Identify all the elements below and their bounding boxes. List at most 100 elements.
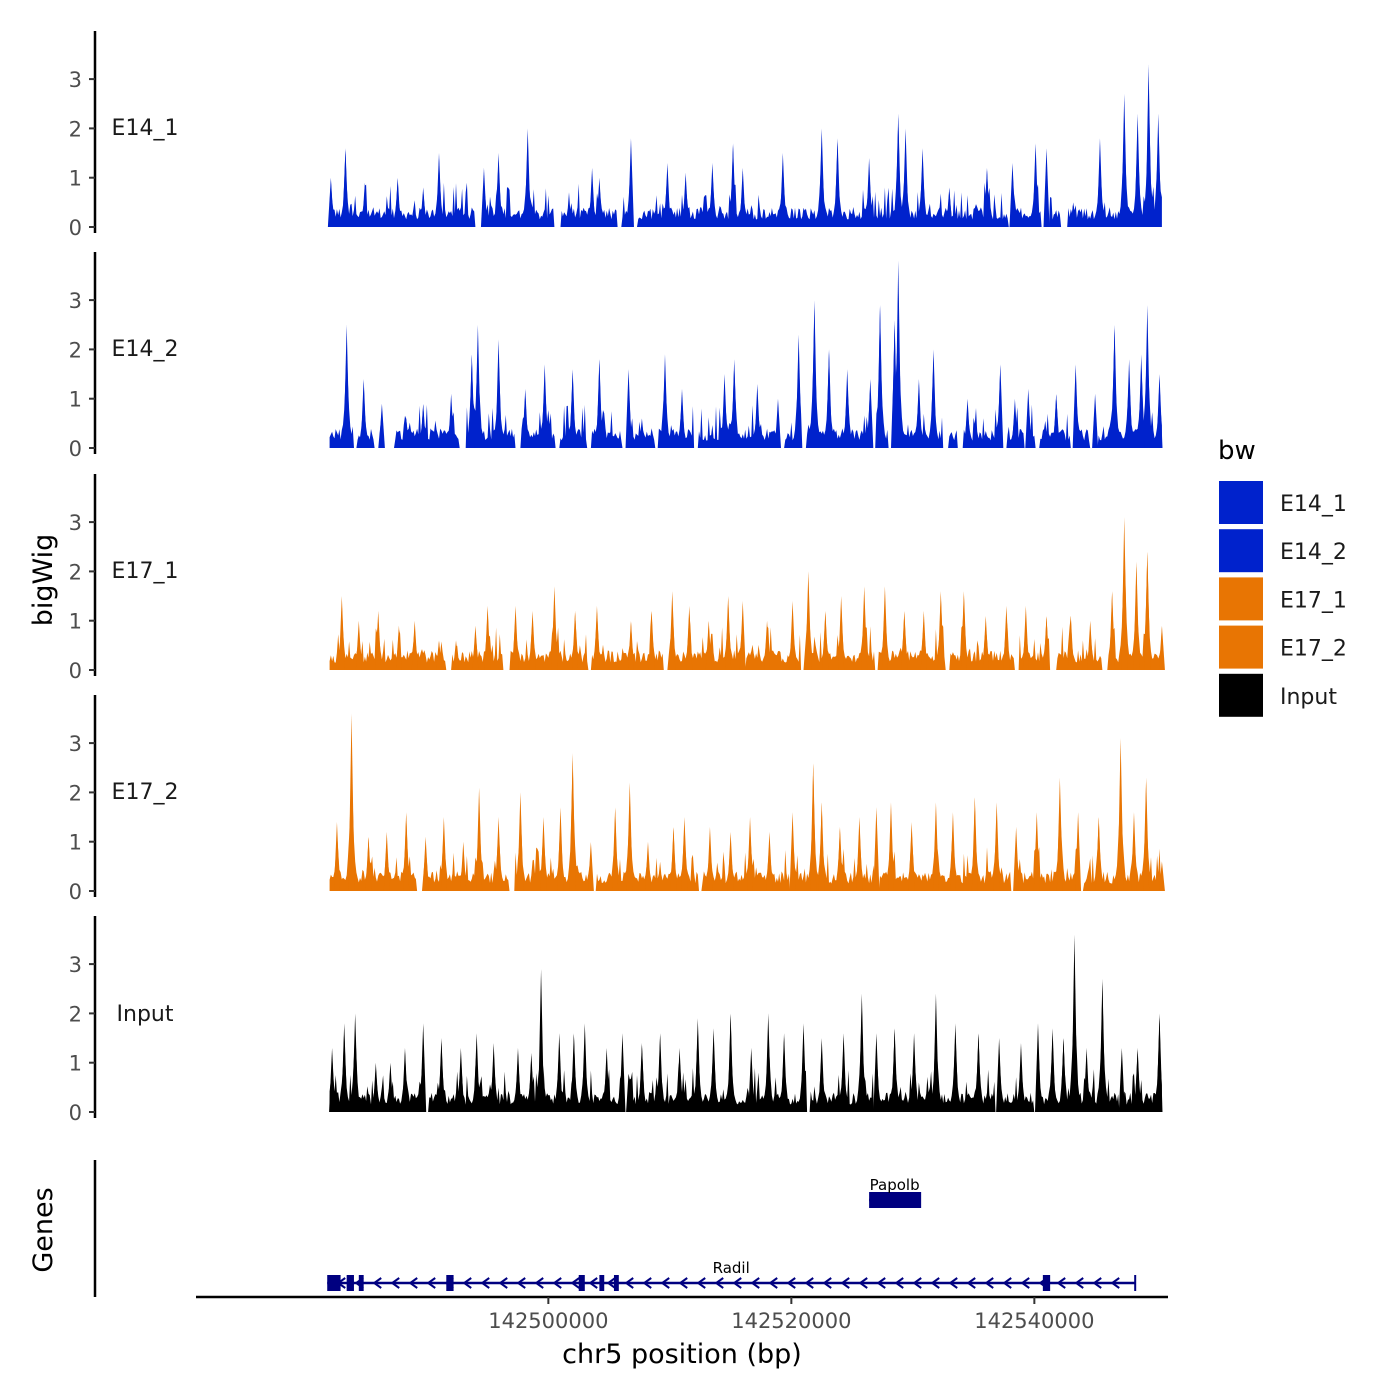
signal-peak — [627, 620, 634, 670]
signal-peak — [971, 797, 978, 891]
legend-label: E14_1 — [1280, 492, 1347, 517]
signal-peak — [739, 167, 746, 227]
signal-peak — [1121, 517, 1128, 670]
signal-peak — [983, 167, 990, 227]
signal-peak — [1003, 605, 1010, 670]
signal-peak — [676, 1047, 683, 1112]
signal-peak — [403, 418, 410, 448]
gene-papolb: Papolb — [869, 1176, 922, 1208]
signal-area — [329, 545, 1162, 670]
signal-peak — [866, 157, 873, 227]
tracks-panel: 0 1 2 3 E14_1 0 1 2 3 E14_2 0 1 2 3 E17_1 0 1 2 3 E17_2 0 1 2 3… — [69, 31, 1165, 1125]
signal-peak — [420, 187, 427, 227]
signal-peak — [329, 1047, 336, 1112]
signal-peak — [1013, 826, 1020, 891]
signal-peak — [1095, 817, 1102, 891]
signal-peak — [626, 782, 633, 891]
signal-peak — [1034, 1023, 1041, 1112]
signal-peak — [420, 403, 427, 448]
signal-peak — [438, 1038, 445, 1112]
signal-peak — [378, 403, 385, 448]
strand-arrow — [606, 1277, 616, 1289]
legend-label: E17_2 — [1280, 637, 1347, 662]
strand-arrow — [732, 1277, 742, 1289]
signal-peak — [681, 817, 688, 891]
signal-peak — [460, 841, 467, 891]
signal-peak — [1075, 812, 1082, 891]
signal-peak — [766, 831, 773, 891]
signal-peak — [997, 364, 1004, 448]
signal-peak — [800, 1023, 807, 1112]
strand-arrow — [948, 1277, 958, 1289]
strand-arrow — [642, 1277, 652, 1289]
strand-arrow — [624, 1277, 634, 1289]
signal-peak — [836, 826, 843, 891]
signal-peak — [473, 1033, 480, 1112]
signal-peak — [1099, 978, 1106, 1112]
signal-peak — [911, 1033, 918, 1112]
signal-peak — [895, 113, 902, 227]
signal-peak — [895, 260, 902, 448]
signal-peak — [372, 1062, 379, 1112]
signal-peak — [587, 841, 594, 891]
signal-peak — [805, 571, 812, 670]
x-tick-label: 142500000 — [488, 1309, 608, 1333]
x-tick-label: 142520000 — [731, 1309, 851, 1333]
signal-peak — [669, 591, 676, 670]
legend-label: E14_2 — [1280, 540, 1347, 565]
exon — [346, 1275, 354, 1291]
strand-arrow — [714, 1277, 724, 1289]
signal-peak — [453, 640, 460, 670]
signal-peak — [810, 762, 817, 891]
exon — [613, 1275, 619, 1291]
signal-peak — [937, 591, 944, 670]
strand-arrow — [498, 1277, 508, 1289]
signal-peak — [644, 841, 651, 891]
signal-peak — [529, 610, 536, 670]
signal-peak — [387, 1062, 394, 1112]
signal-peak — [422, 836, 429, 891]
signal-peak — [1067, 615, 1074, 670]
strand-arrow — [930, 1277, 940, 1289]
signal-peak — [556, 1033, 563, 1112]
signal-peak — [1109, 591, 1116, 670]
signal-peak — [686, 605, 693, 670]
exon — [358, 1275, 364, 1291]
signal-peak — [342, 148, 349, 227]
signal-peak — [352, 1013, 359, 1112]
strand-arrow — [1002, 1277, 1012, 1289]
exon — [1042, 1275, 1051, 1291]
track-e17-1: 0 1 2 3 E17_1 — [69, 474, 1165, 683]
strand-arrow — [1110, 1277, 1120, 1289]
signal-peak — [960, 591, 967, 670]
signal-peak — [1011, 398, 1018, 448]
signal-peak — [1017, 1042, 1024, 1112]
exon — [599, 1275, 605, 1291]
track-e17-2: 0 1 2 3 E17_2 — [69, 695, 1165, 904]
strand-arrow — [696, 1277, 706, 1289]
signal-peak — [826, 349, 833, 448]
signal-peak — [891, 1028, 898, 1112]
signal-peak — [993, 802, 1000, 891]
exon — [327, 1275, 341, 1291]
signal-peak — [338, 596, 345, 670]
strand-arrow — [840, 1277, 850, 1289]
signal-peak — [840, 1033, 847, 1112]
signal-peak — [538, 969, 545, 1112]
signal-peak — [774, 398, 781, 448]
signal-peak — [861, 586, 868, 670]
strand-arrow — [786, 1277, 796, 1289]
strand-arrow — [426, 1277, 436, 1289]
signal-peak — [1060, 1038, 1067, 1112]
signal-peak — [881, 586, 888, 670]
track-label: E14_1 — [112, 116, 179, 141]
signal-peak — [1053, 393, 1060, 448]
signal-peak — [1111, 324, 1118, 448]
y-tick-label: 1 — [69, 1052, 82, 1076]
signal-peak — [706, 826, 713, 891]
signal-peak — [528, 1052, 535, 1112]
signal-peak — [679, 388, 685, 448]
signal-peak — [603, 1047, 610, 1112]
strand-arrow — [678, 1277, 688, 1289]
strand-arrow — [894, 1277, 904, 1289]
